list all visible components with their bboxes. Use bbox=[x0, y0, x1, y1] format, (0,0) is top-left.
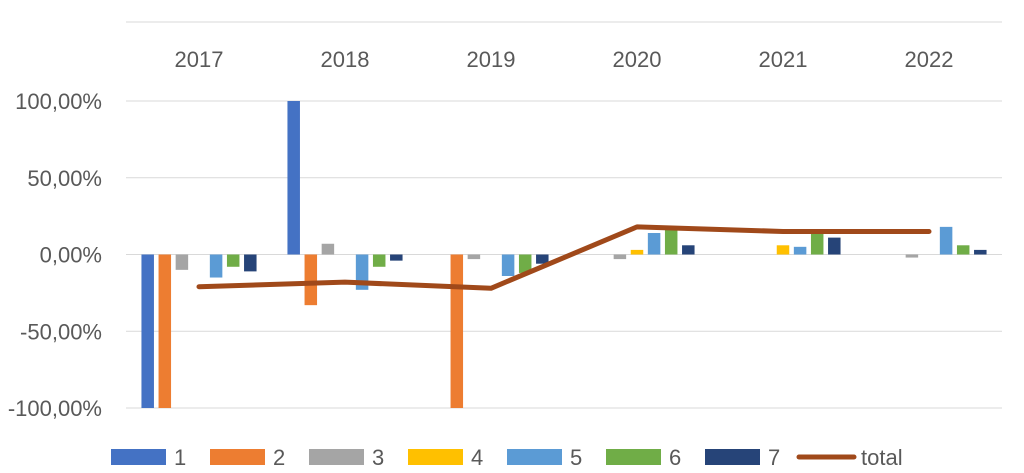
legend-item-7: 7 bbox=[705, 445, 780, 470]
y-tick-label: -100,00% bbox=[8, 396, 102, 421]
legend-item-2: 2 bbox=[210, 445, 285, 470]
bar-series-6-2018 bbox=[372, 254, 386, 267]
bar-series-5-2017 bbox=[209, 254, 223, 278]
legend-swatch bbox=[309, 449, 364, 465]
bar-series-5-2022 bbox=[939, 226, 953, 255]
bar-series-3-2020 bbox=[613, 254, 627, 260]
legend-swatch bbox=[111, 449, 166, 465]
x-tick-label: 2022 bbox=[905, 47, 954, 72]
legend-item-4: 4 bbox=[408, 445, 483, 470]
legend-swatch bbox=[408, 449, 463, 465]
x-tick-label: 2020 bbox=[613, 47, 662, 72]
x-tick-label: 2018 bbox=[321, 47, 370, 72]
legend-item-total: total bbox=[796, 445, 903, 470]
legend-label: 3 bbox=[372, 445, 384, 470]
y-tick-label: 100,00% bbox=[15, 89, 102, 114]
legend: 1 2 3 4 5 6 7 total bbox=[111, 445, 903, 470]
x-tick-label: 2021 bbox=[759, 47, 808, 72]
bar-series-7-2017 bbox=[244, 254, 257, 272]
legend-swatch bbox=[507, 449, 562, 465]
legend-label: total bbox=[861, 445, 903, 470]
legend-label: 2 bbox=[273, 445, 285, 470]
bar-series-7-2020 bbox=[682, 245, 695, 255]
bar-series-7-2019 bbox=[536, 254, 549, 264]
legend-swatch bbox=[210, 449, 265, 465]
bar-series-3-2019 bbox=[467, 254, 481, 260]
legend-label: 6 bbox=[669, 445, 681, 470]
bar-series-1-2017 bbox=[141, 254, 154, 408]
bar-series-2-2018 bbox=[304, 254, 318, 306]
bar-series-3-2018 bbox=[321, 243, 335, 255]
bar-series-5-2021 bbox=[793, 246, 807, 255]
bar-series-6-2017 bbox=[226, 254, 240, 267]
legend-swatch bbox=[705, 449, 760, 465]
bar-series-6-2021 bbox=[810, 233, 824, 255]
bar-series-7-2022 bbox=[974, 249, 987, 255]
x-tick-label: 2019 bbox=[467, 47, 516, 72]
legend-item-1: 1 bbox=[111, 445, 186, 470]
bar-series-6-2019 bbox=[518, 254, 532, 273]
bar-series-6-2022 bbox=[956, 245, 970, 255]
legend-swatch bbox=[606, 449, 661, 465]
bar-series-4-2021 bbox=[776, 245, 790, 255]
bar-series-3-2017 bbox=[175, 254, 189, 270]
bar-series-7-2018 bbox=[390, 254, 403, 261]
bar-series-4-2020 bbox=[630, 249, 644, 255]
y-tick-label: -50,00% bbox=[20, 319, 102, 344]
legend-label: 7 bbox=[768, 445, 780, 470]
bar-series-2-2019 bbox=[450, 254, 464, 408]
legend-item-5: 5 bbox=[507, 445, 582, 470]
y-tick-label: 50,00% bbox=[27, 166, 102, 191]
bar-series bbox=[141, 101, 987, 408]
line-total bbox=[196, 224, 932, 291]
y-tick-label: 0,00% bbox=[40, 243, 102, 268]
x-tick-label: 2017 bbox=[175, 47, 224, 72]
bar-series-1-2018 bbox=[287, 101, 300, 255]
legend-item-3: 3 bbox=[309, 445, 384, 470]
legend-label: 1 bbox=[174, 445, 186, 470]
bar-series-3-2022 bbox=[905, 254, 919, 258]
bar-series-5-2020 bbox=[647, 233, 661, 255]
legend-label: 5 bbox=[570, 445, 582, 470]
legend-label: 4 bbox=[471, 445, 483, 470]
bar-series-5-2019 bbox=[501, 254, 515, 276]
bar-series-7-2021 bbox=[828, 237, 841, 255]
bar-series-6-2020 bbox=[664, 229, 678, 255]
gridlines bbox=[126, 21, 1002, 409]
legend-item-6: 6 bbox=[606, 445, 681, 470]
bar-series-2-2017 bbox=[158, 254, 172, 408]
x-axis-tick-labels: 2017 2018 2019 2020 2021 2022 bbox=[175, 47, 954, 72]
y-axis-tick-labels: 100,00% 50,00% 0,00% -50,00% -100,00% bbox=[8, 89, 102, 421]
line-series bbox=[196, 224, 932, 291]
